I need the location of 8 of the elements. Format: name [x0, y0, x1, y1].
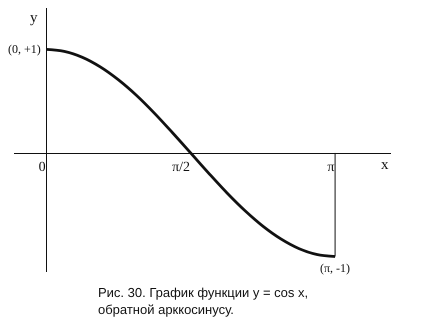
annotation: (π, -1) — [320, 261, 350, 275]
x-axis-title: x — [381, 157, 389, 173]
y-axis-title: y — [30, 10, 38, 26]
x-tick-label: π — [327, 160, 334, 175]
x-tick-label: π/2 — [172, 160, 190, 175]
annotation: (0, +1) — [8, 42, 41, 56]
x-tick-label: 0 — [38, 160, 46, 175]
text: Рис. 30. График функции y = cos x, обратной арккосинусу. — [98, 285, 308, 317]
